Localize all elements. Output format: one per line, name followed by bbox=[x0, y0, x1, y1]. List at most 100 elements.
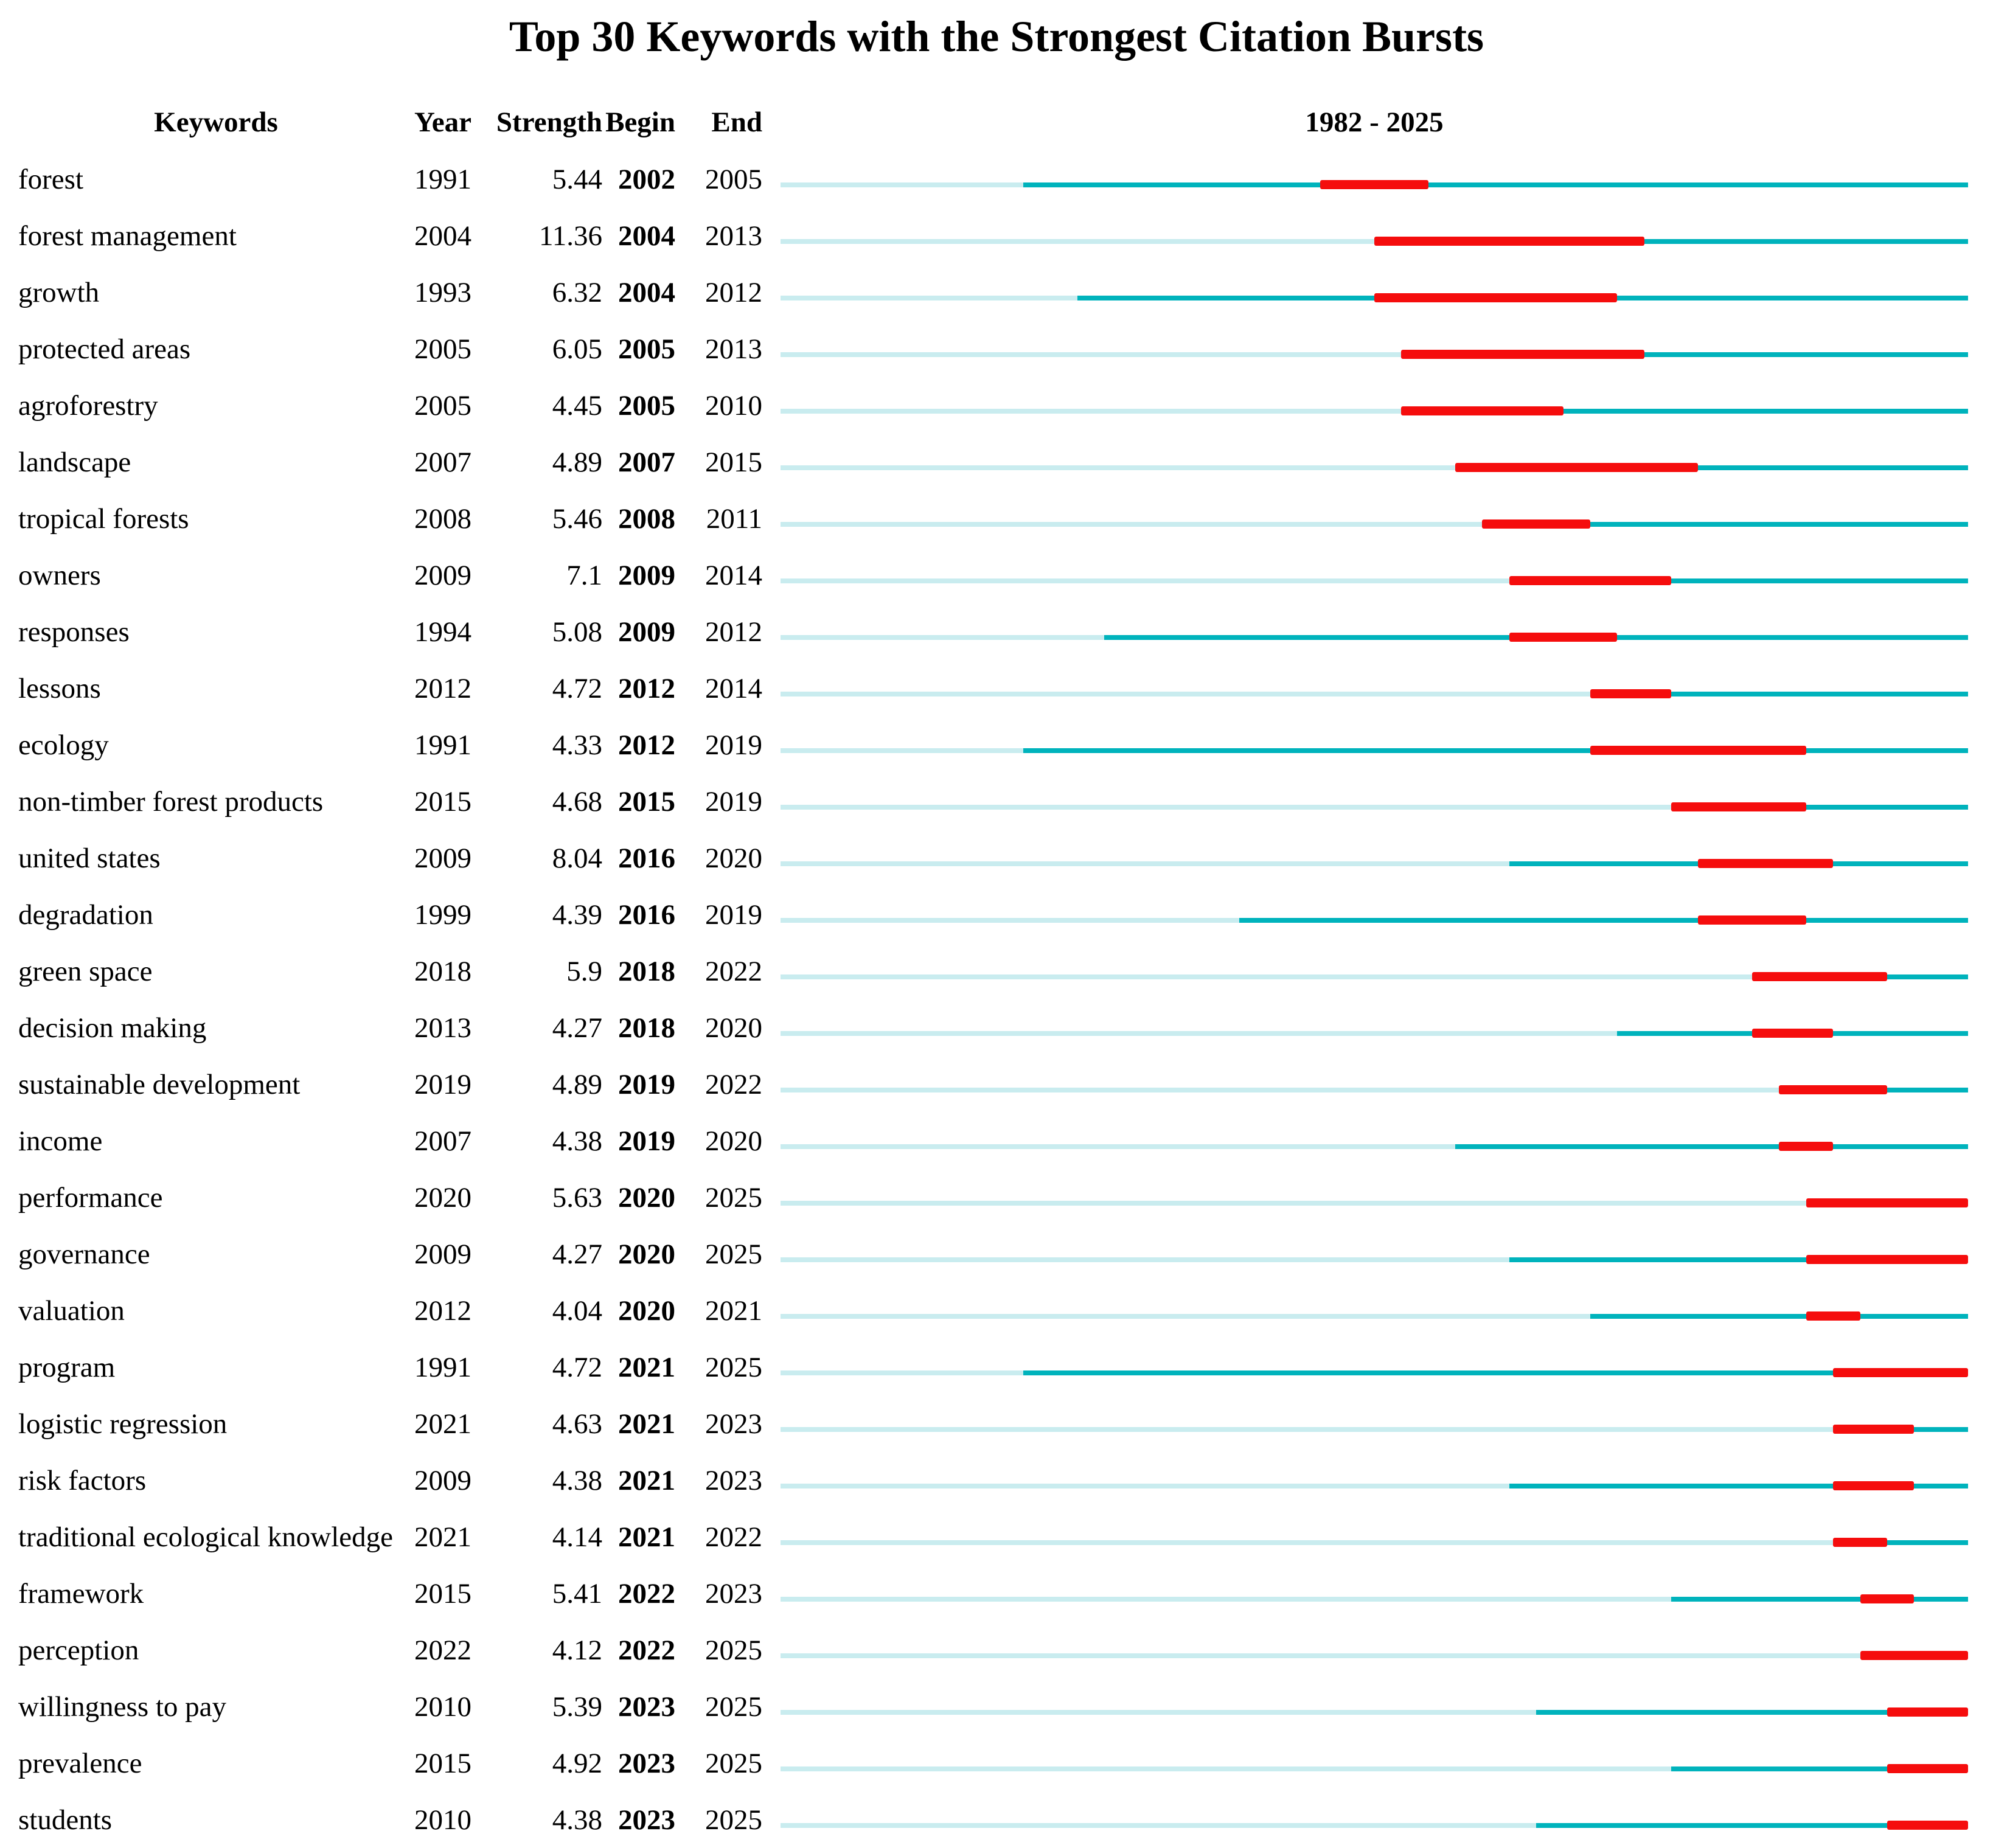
strength-cell: 6.05 bbox=[552, 333, 602, 365]
pre-appearance-span bbox=[781, 691, 1590, 696]
post-burst-span bbox=[1887, 974, 1968, 979]
year-cell: 2022 bbox=[414, 1634, 471, 1666]
begin-cell: 2023 bbox=[618, 1804, 675, 1836]
keyword-cell: valuation bbox=[18, 1294, 125, 1327]
pre-appearance-span bbox=[781, 1200, 1806, 1206]
burst-span bbox=[1887, 1707, 1968, 1717]
keyword-cell: prevalence bbox=[18, 1747, 142, 1779]
keyword-cell: sustainable development bbox=[18, 1068, 301, 1100]
keyword-cell: protected areas bbox=[18, 333, 191, 365]
burst-span bbox=[1806, 1311, 1860, 1321]
strength-cell: 4.33 bbox=[552, 729, 602, 761]
keyword-cell: ecology bbox=[18, 729, 109, 761]
burst-span bbox=[1833, 1368, 1968, 1377]
keyword-cell: landscape bbox=[18, 446, 131, 478]
keyword-cell: united states bbox=[18, 842, 161, 874]
timeline-cell bbox=[762, 1509, 1993, 1565]
begin-cell: 2002 bbox=[618, 163, 675, 195]
post-burst-span bbox=[1617, 295, 1968, 300]
end-cell: 2020 bbox=[705, 1125, 762, 1157]
pre-appearance-span bbox=[781, 238, 1374, 244]
pre-appearance-span bbox=[781, 917, 1240, 923]
timeline-cell bbox=[762, 1735, 1993, 1791]
burst-timeline-track bbox=[781, 1198, 1968, 1207]
end-cell: 2019 bbox=[705, 729, 762, 761]
rows-container: forest 1991 5.44 2002 2005 forest manage… bbox=[0, 151, 1993, 1848]
burst-span bbox=[1509, 576, 1671, 585]
keyword-cell: green space bbox=[18, 955, 153, 987]
pre-appearance-span bbox=[781, 1313, 1590, 1319]
keyword-cell: students bbox=[18, 1804, 113, 1836]
end-cell: 2023 bbox=[705, 1464, 762, 1496]
post-burst-span bbox=[1887, 1540, 1968, 1545]
end-cell: 2023 bbox=[705, 1577, 762, 1610]
end-cell: 2014 bbox=[705, 672, 762, 704]
burst-timeline-track bbox=[781, 519, 1968, 529]
year-cell: 2019 bbox=[414, 1068, 471, 1100]
timeline-cell bbox=[762, 1395, 1993, 1452]
burst-timeline-track bbox=[781, 1538, 1968, 1547]
pre-appearance-span bbox=[781, 182, 1024, 187]
burst-timeline-track bbox=[781, 1651, 1968, 1660]
timeline-cell bbox=[762, 490, 1993, 547]
burst-span bbox=[1401, 406, 1563, 415]
year-cell: 2021 bbox=[414, 1521, 471, 1553]
strength-cell: 4.27 bbox=[552, 1238, 602, 1270]
burst-timeline-track bbox=[781, 746, 1968, 755]
timeline-cell bbox=[762, 717, 1993, 773]
post-burst-span bbox=[1887, 1087, 1968, 1092]
burst-span bbox=[1833, 1425, 1915, 1434]
keyword-cell: growth bbox=[18, 276, 100, 308]
pre-appearance-span bbox=[781, 974, 1753, 979]
timeline-cell bbox=[762, 151, 1993, 207]
burst-span bbox=[1833, 1538, 1887, 1547]
table-row: logistic regression 2021 4.63 2021 2023 bbox=[0, 1395, 1993, 1452]
begin-cell: 2023 bbox=[618, 1747, 675, 1779]
strength-cell: 5.41 bbox=[552, 1577, 602, 1610]
strength-cell: 4.72 bbox=[552, 1351, 602, 1383]
table-row: income 2007 4.38 2019 2020 bbox=[0, 1113, 1993, 1169]
year-cell: 1994 bbox=[414, 616, 471, 648]
end-cell: 2025 bbox=[705, 1747, 762, 1779]
year-cell: 2009 bbox=[414, 1464, 471, 1496]
table-row: tropical forests 2008 5.46 2008 2011 bbox=[0, 490, 1993, 547]
table-row: traditional ecological knowledge 2021 4.… bbox=[0, 1509, 1993, 1565]
burst-timeline-track bbox=[781, 1425, 1968, 1434]
begin-cell: 2015 bbox=[618, 785, 675, 818]
post-burst-span bbox=[1914, 1426, 1968, 1432]
begin-cell: 2021 bbox=[618, 1464, 675, 1496]
burst-span bbox=[1860, 1594, 1915, 1603]
table-row: valuation 2012 4.04 2020 2021 bbox=[0, 1282, 1993, 1339]
strength-cell: 4.12 bbox=[552, 1634, 602, 1666]
table-row: non-timber forest products 2015 4.68 201… bbox=[0, 773, 1993, 830]
burst-timeline-track bbox=[781, 237, 1968, 246]
pre-appearance-span bbox=[781, 352, 1402, 357]
keyword-cell: agroforestry bbox=[18, 389, 158, 422]
begin-cell: 2009 bbox=[618, 559, 675, 591]
strength-cell: 4.39 bbox=[552, 898, 602, 931]
year-cell: 2004 bbox=[414, 220, 471, 252]
burst-timeline-track bbox=[781, 293, 1968, 302]
strength-cell: 5.44 bbox=[552, 163, 602, 195]
col-header-begin: Begin bbox=[605, 106, 675, 138]
strength-cell: 4.92 bbox=[552, 1747, 602, 1779]
active-span bbox=[1509, 861, 1699, 866]
end-cell: 2013 bbox=[705, 220, 762, 252]
burst-timeline-track bbox=[781, 802, 1968, 811]
burst-span bbox=[1887, 1764, 1968, 1773]
burst-timeline-track bbox=[781, 350, 1968, 359]
burst-timeline-track bbox=[781, 1821, 1968, 1830]
pre-appearance-span bbox=[781, 1709, 1537, 1715]
col-header-keywords: Keywords bbox=[154, 106, 278, 138]
pre-appearance-span bbox=[781, 861, 1509, 866]
end-cell: 2025 bbox=[705, 1690, 762, 1723]
timeline-cell bbox=[762, 886, 1993, 943]
burst-timeline-track bbox=[781, 915, 1968, 925]
burst-timeline-track bbox=[781, 1707, 1968, 1717]
begin-cell: 2007 bbox=[618, 446, 675, 478]
timeline-cell bbox=[762, 830, 1993, 886]
post-burst-span bbox=[1860, 1313, 1968, 1319]
pre-appearance-span bbox=[781, 521, 1483, 527]
table-row: responses 1994 5.08 2009 2012 bbox=[0, 603, 1993, 660]
end-cell: 2023 bbox=[705, 1408, 762, 1440]
